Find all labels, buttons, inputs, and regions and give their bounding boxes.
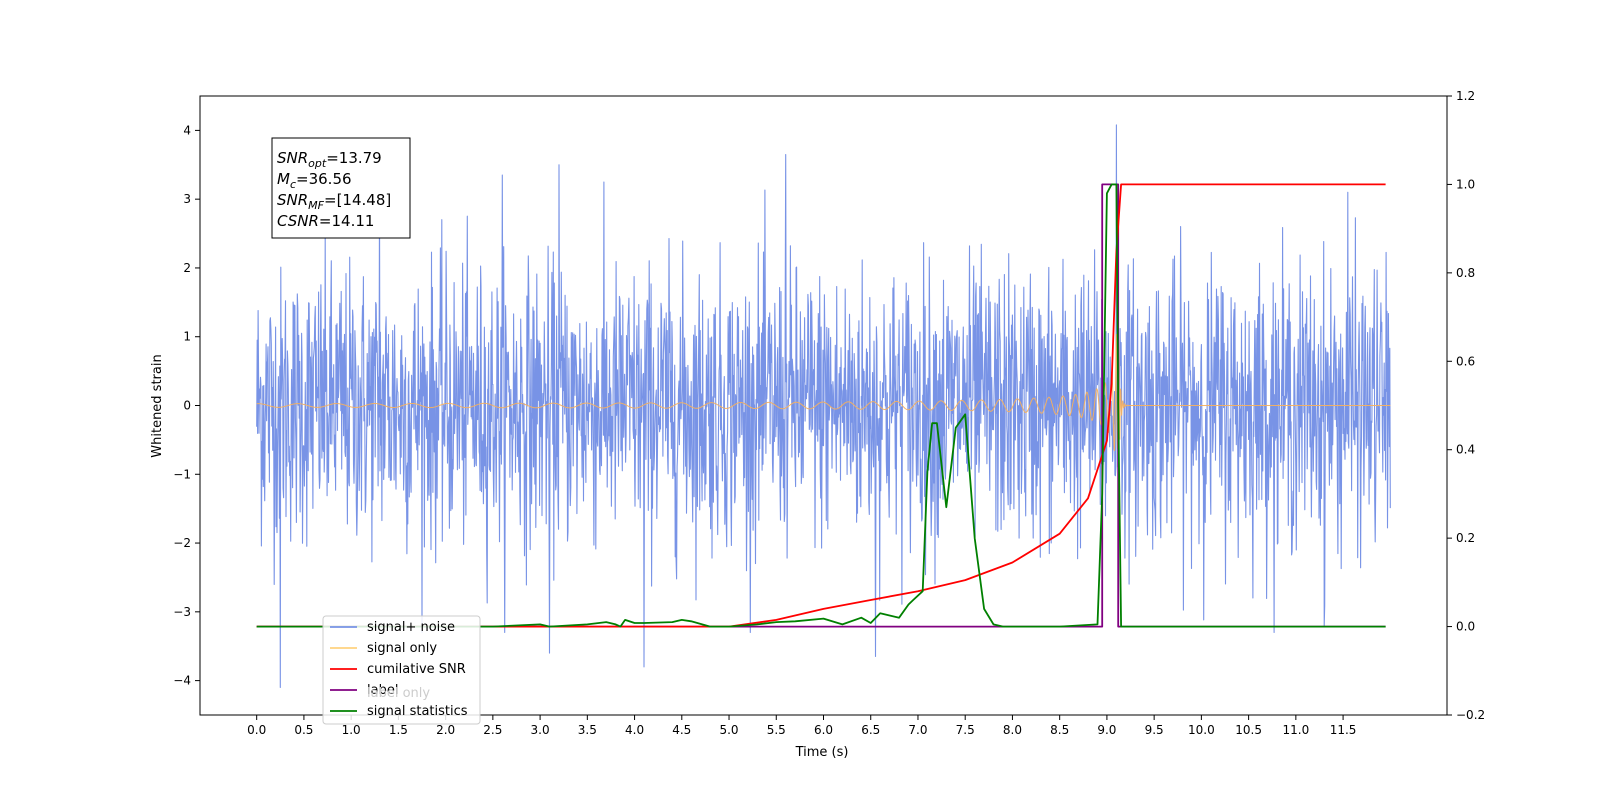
x-tick-label: 9.0: [1097, 723, 1116, 737]
x-tick-label: 6.5: [861, 723, 880, 737]
signal-only-series: [256, 334, 1391, 451]
annotation-line: CSNR=14.11: [277, 212, 374, 230]
x-tick-label: 3.0: [531, 723, 550, 737]
y-tick-label: −2: [173, 536, 191, 550]
x-tick-label: 9.5: [1145, 723, 1164, 737]
y2-tick-label: 0.6: [1456, 354, 1475, 368]
overlay-series-group: [256, 183, 1386, 628]
y2-tick-label: −0.2: [1456, 708, 1485, 722]
y-axis-label: Whitened strain: [150, 354, 165, 457]
legend: signal+ noise signal only cumilative SNR la…: [322, 615, 481, 725]
y-tick-label: 3: [183, 192, 191, 206]
annotation-symbol: SNR: [277, 149, 308, 167]
annotation-line: SNRopt=13.79: [277, 149, 382, 170]
signal-only-line: [256, 334, 1391, 451]
legend-label: label: [367, 683, 398, 698]
x-tick-label: 1.5: [389, 723, 408, 737]
x-tick-label: 8.0: [1003, 723, 1022, 737]
annotation-symbol: CSNR: [277, 212, 319, 230]
x-tick-label: 10.0: [1188, 723, 1215, 737]
y-tick-label: 0: [183, 399, 191, 413]
x-tick-label: 7.0: [908, 723, 927, 737]
annotation-line: Mc=36.56: [277, 170, 352, 191]
annotation-symbol: M: [277, 170, 290, 188]
x-tick-label: 4.5: [672, 723, 691, 737]
x-tick-label: 2.5: [483, 723, 502, 737]
y-tick-label: 2: [183, 261, 191, 275]
x-tick-label: 5.5: [767, 723, 786, 737]
x-axis: 0.0 0.5 1.0 1.5 2.0 2.5 3.0 3.5 4.0 4.5 5.0 5.5 6.0 6…: [247, 715, 1356, 737]
annotation-value: =13.79: [326, 149, 382, 167]
annotation-frame: [271, 137, 411, 239]
legend-label: signal+ noise: [367, 620, 455, 635]
y-axis-left: 4 3 2 1 0 −1 −2 −3 −4: [173, 123, 200, 688]
y-tick-label: 4: [183, 123, 191, 137]
x-axis-label: Time (s): [795, 745, 849, 760]
legend-label: label only: [367, 686, 430, 701]
x-tick-label: 7.5: [956, 723, 975, 737]
signal-noise-line: [256, 124, 1391, 689]
annotation-line: SNRMF=[14.48]: [277, 191, 391, 212]
annotation-symbol: SNR: [277, 191, 308, 209]
legend-label: signal statistics: [367, 704, 468, 719]
x-tick-label: 3.5: [578, 723, 597, 737]
annotation-subscript: c: [290, 178, 296, 191]
signal-noise-series: [256, 124, 1391, 689]
x-tick-label: 5.0: [719, 723, 738, 737]
y2-tick-label: 1.0: [1456, 177, 1475, 191]
annotation-subscript: opt: [308, 157, 327, 170]
x-tick-label: 0.5: [294, 723, 313, 737]
legend-label: cumilative SNR: [367, 662, 466, 677]
x-tick-label: 4.0: [625, 723, 644, 737]
annotation-subscript: MF: [308, 199, 324, 212]
x-tick-label: 11.0: [1282, 723, 1309, 737]
x-tick-label: 6.0: [814, 723, 833, 737]
legend-label: signal only: [367, 641, 437, 656]
annotation-value: =[14.48]: [324, 191, 391, 209]
y2-tick-label: 0.0: [1456, 620, 1475, 634]
y-axis-right: 1.2 1.0 0.8 0.6 0.4 0.2 0.0 −0.2: [1447, 89, 1485, 722]
y2-tick-label: 0.4: [1456, 443, 1475, 457]
y2-tick-label: 1.2: [1456, 89, 1475, 103]
x-tick-label: 2.0: [436, 723, 455, 737]
x-tick-label: 10.5: [1235, 723, 1262, 737]
cumilative-snr-line: [256, 183, 1386, 628]
y2-tick-label: 0.2: [1456, 531, 1475, 545]
y-tick-label: −4: [173, 674, 191, 688]
legend-frame: [322, 615, 481, 725]
signal-statistics-line: [256, 183, 1386, 628]
annotation-value: =36.56: [296, 170, 352, 188]
x-tick-label: 11.5: [1330, 723, 1357, 737]
stats-annotation-box: SNRopt=13.79Mc=36.56SNRMF=[14.48]CSNR=14…: [271, 137, 411, 239]
y-tick-label: 1: [183, 330, 191, 344]
x-tick-label: 8.5: [1050, 723, 1069, 737]
x-tick-label: 0.0: [247, 723, 266, 737]
y2-tick-label: 0.8: [1456, 266, 1475, 280]
y-tick-label: −1: [173, 467, 191, 481]
x-tick-label: 1.0: [342, 723, 361, 737]
y-tick-label: −3: [173, 605, 191, 619]
annotation-value: =14.11: [319, 212, 375, 230]
